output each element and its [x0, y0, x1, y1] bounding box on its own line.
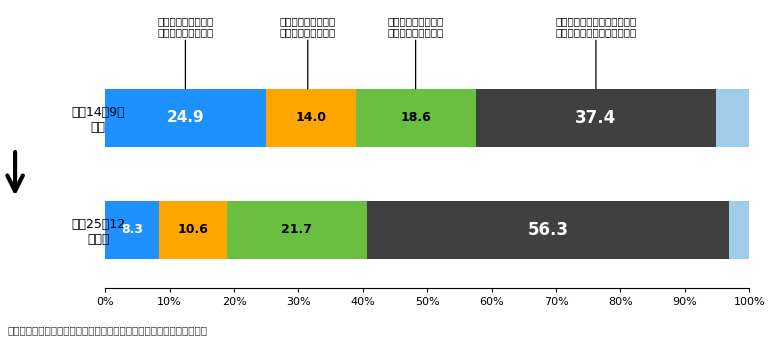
Text: 37.4: 37.4 — [576, 109, 616, 127]
Text: 公助に重点を置いた
対応をすべきである: 公助に重点を置いた 対応をすべきである — [158, 16, 214, 89]
Bar — [476, 89, 716, 147]
Text: 14.0: 14.0 — [295, 112, 326, 124]
Text: 56.3: 56.3 — [527, 221, 569, 239]
Text: 自助に重点を置いた
対応をすべきである: 自助に重点を置いた 対応をすべきである — [388, 16, 444, 89]
Text: 共助に重点を置いた
対応をすべきである: 共助に重点を置いた 対応をすべきである — [279, 16, 336, 89]
Text: 出典：内閣府政府広報室「防災に関する世論調査」をもとに内閣府作成: 出典：内閣府政府広報室「防災に関する世論調査」をもとに内閣府作成 — [8, 326, 207, 336]
Text: 8.3: 8.3 — [121, 223, 143, 236]
Bar — [265, 89, 356, 147]
Text: 24.9: 24.9 — [167, 111, 204, 125]
Text: 18.6: 18.6 — [400, 112, 431, 124]
Bar — [158, 201, 227, 259]
Bar — [356, 89, 476, 147]
Text: 21.7: 21.7 — [282, 223, 312, 236]
Bar — [105, 201, 158, 259]
Bar — [367, 201, 729, 259]
Bar — [729, 201, 749, 259]
Bar — [716, 89, 749, 147]
Bar — [105, 89, 265, 147]
Text: 10.6: 10.6 — [177, 223, 208, 236]
Bar — [227, 201, 367, 259]
Text: 公助、共助、自助のバランス
が取れた対応をすべきである: 公助、共助、自助のバランス が取れた対応をすべきである — [555, 16, 636, 89]
